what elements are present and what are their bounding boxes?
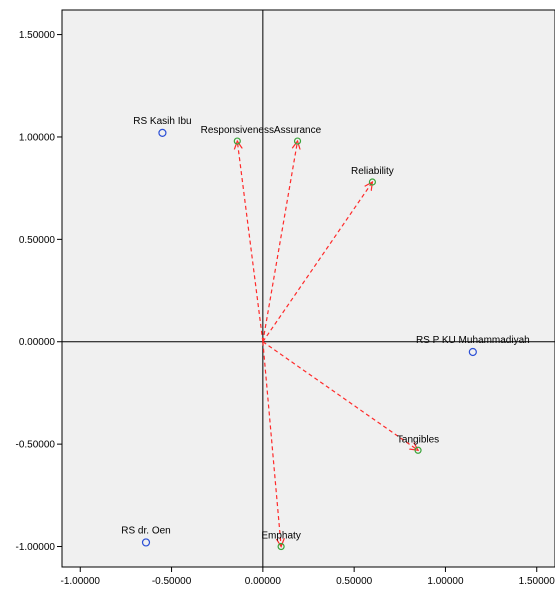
object-label: RS dr. Oen bbox=[121, 525, 170, 536]
y-tick-label: -1.00000 bbox=[16, 542, 56, 553]
x-tick-label: -1.00000 bbox=[61, 576, 101, 587]
attribute-point bbox=[233, 137, 241, 145]
object-point bbox=[468, 347, 477, 357]
y-tick-label: 1.00000 bbox=[19, 132, 56, 143]
attribute-label: Responsiveness bbox=[201, 125, 274, 136]
attribute-label: Assurance bbox=[274, 125, 322, 136]
y-tick-label: 1.50000 bbox=[19, 30, 56, 41]
object-point bbox=[158, 128, 167, 137]
attribute-label: Emphaty bbox=[261, 531, 300, 542]
point-labels: Responsiveness Assurance Reliability Tangib… bbox=[121, 116, 529, 542]
attribute-vector bbox=[262, 141, 298, 342]
object-label: RS P KU Muhammadiyah bbox=[416, 335, 530, 346]
attribute-vector bbox=[237, 141, 264, 342]
attribute-point bbox=[277, 542, 285, 551]
y-tick-label: 0.00000 bbox=[19, 337, 56, 348]
x-tick-label: -0.50000 bbox=[152, 576, 192, 587]
attribute-label: Reliability bbox=[351, 166, 394, 177]
x-tick-label: 1.00000 bbox=[427, 576, 464, 587]
x-tick-label: 0.50000 bbox=[336, 576, 373, 587]
x-tick-label: 1.50000 bbox=[519, 576, 555, 587]
object-label: RS Kasih Ibu bbox=[133, 116, 191, 127]
object-point bbox=[141, 538, 151, 547]
attribute-vector bbox=[262, 341, 281, 547]
x-tick-label: 0.00000 bbox=[245, 576, 282, 587]
attribute-vectors bbox=[237, 141, 418, 546]
attribute-vector bbox=[262, 182, 373, 343]
attribute-point bbox=[293, 137, 302, 145]
axes: -1.00000 -0.50000 0.00000 0.50000 1.00000 1.5… bbox=[16, 10, 555, 587]
attribute-point bbox=[414, 446, 422, 454]
y-tick-label: 0.50000 bbox=[19, 235, 56, 246]
attribute-point bbox=[368, 178, 377, 186]
plot-area bbox=[61, 9, 555, 568]
attribute-vector bbox=[262, 341, 418, 451]
data-points bbox=[141, 128, 477, 551]
y-tick-label: -0.50000 bbox=[16, 440, 56, 451]
attribute-label: Tangibles bbox=[397, 434, 439, 445]
